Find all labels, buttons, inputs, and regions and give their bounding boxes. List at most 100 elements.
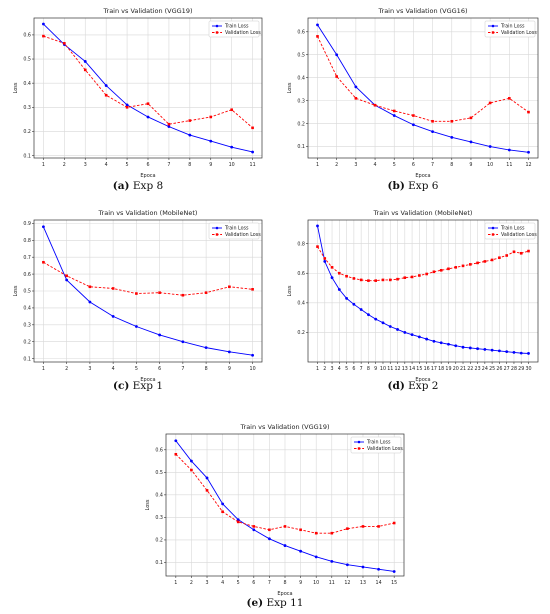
caption-e: (e) Exp 11 bbox=[140, 597, 410, 609]
legend-box bbox=[208, 222, 260, 240]
caption-b: (b) Exp 6 bbox=[282, 180, 544, 192]
train-loss-point bbox=[88, 300, 92, 304]
train-loss-point bbox=[209, 139, 213, 143]
validation-loss-point bbox=[204, 291, 208, 294]
validation-loss-point bbox=[498, 256, 501, 260]
y-axis-label: Loss bbox=[287, 285, 293, 296]
train-loss-point bbox=[527, 352, 530, 355]
caption-d: (d) Exp 2 bbox=[282, 380, 544, 392]
validation-loss-point bbox=[188, 119, 192, 122]
y-tick-label: 0.5 bbox=[23, 289, 31, 295]
validation-loss-point bbox=[361, 525, 365, 528]
validation-loss-point bbox=[221, 510, 224, 514]
train-loss-point bbox=[314, 555, 318, 559]
train-loss-point bbox=[65, 278, 69, 282]
chart-title: Train vs Validation (VGG19) bbox=[240, 423, 330, 431]
y-tick-label: 0.3 bbox=[155, 515, 163, 521]
validation-loss-point bbox=[63, 42, 66, 45]
train-loss-point bbox=[396, 328, 399, 331]
chart-panel-c: Train vs Validation (MobileNet) 1 2 3 4 5 6 7 8 9… bbox=[8, 206, 268, 384]
train-loss-point bbox=[134, 325, 138, 328]
x-tick-label: 7 bbox=[268, 580, 271, 586]
x-tick-label: 8 bbox=[205, 366, 208, 372]
loss-chart: Train vs Validation (VGG19)1 2 3 4 5 6 7 8 9 10 11… bbox=[145, 423, 405, 597]
x-tick-label: 10 bbox=[380, 366, 386, 372]
chart-title: Train vs Validation (MobileNet) bbox=[373, 209, 473, 217]
x-tick-label: 4 bbox=[112, 366, 115, 372]
y-axis-label: Loss bbox=[287, 82, 293, 93]
caption-text: Exp 1 bbox=[132, 380, 163, 392]
train-loss-point bbox=[345, 563, 349, 567]
x-tick-label: 7 bbox=[181, 366, 184, 372]
legend-train-marker bbox=[215, 226, 219, 230]
validation-loss-point bbox=[519, 251, 523, 255]
y-tick-label: 0.6 bbox=[297, 271, 305, 277]
loss-chart: Train vs Validation (VGG19)1 2 3 4 5 6 7 8 9 10 11… bbox=[13, 7, 263, 179]
x-tick-label: 25 bbox=[489, 366, 495, 372]
x-tick-label: 12 bbox=[344, 580, 350, 586]
caption-text: Exp 2 bbox=[408, 380, 439, 392]
validation-loss-point bbox=[505, 254, 508, 257]
x-tick-label: 24 bbox=[482, 366, 488, 372]
validation-loss-point bbox=[412, 114, 415, 117]
validation-loss-point bbox=[476, 261, 479, 265]
y-tick-label: 0.5 bbox=[155, 470, 163, 476]
train-loss-point bbox=[188, 133, 192, 137]
y-tick-label: 0.1 bbox=[23, 153, 31, 159]
validation-loss-point bbox=[316, 245, 319, 248]
train-loss-point bbox=[125, 103, 129, 107]
legend-label: Train Loss bbox=[224, 24, 249, 30]
validation-loss-point bbox=[392, 521, 396, 525]
y-tick-label: 0.8 bbox=[297, 241, 305, 247]
validation-loss-point bbox=[146, 102, 150, 105]
caption-a: (a) Exp 8 bbox=[8, 180, 268, 192]
train-loss-point bbox=[316, 23, 319, 27]
y-tick-label: 0.3 bbox=[297, 98, 305, 104]
validation-loss-point bbox=[346, 527, 349, 530]
train-loss-point bbox=[227, 350, 231, 354]
x-tick-label: 6 bbox=[146, 162, 149, 168]
y-tick-label: 0.6 bbox=[23, 33, 31, 39]
validation-loss-point bbox=[338, 271, 341, 275]
train-loss-point bbox=[299, 549, 302, 553]
validation-loss-point bbox=[450, 119, 454, 123]
validation-loss-point bbox=[373, 103, 377, 107]
x-tick-label: 15 bbox=[391, 580, 397, 586]
validation-loss-point bbox=[432, 270, 436, 274]
validation-loss-point bbox=[367, 279, 370, 282]
y-tick-label: 0.1 bbox=[23, 356, 31, 362]
train-loss-point bbox=[111, 314, 115, 318]
train-loss-point bbox=[497, 349, 501, 353]
chart-title: Train vs Validation (VGG16) bbox=[378, 7, 468, 15]
validation-loss-point bbox=[88, 285, 92, 289]
train-loss-point bbox=[476, 347, 479, 351]
y-tick-label: 0.3 bbox=[23, 105, 31, 111]
y-axis-label: Loss bbox=[13, 82, 19, 93]
validation-loss-point bbox=[190, 468, 193, 472]
caption-text: Exp 6 bbox=[408, 180, 439, 192]
validation-loss-point bbox=[228, 285, 231, 289]
validation-loss-point bbox=[209, 115, 213, 119]
validation-loss-point bbox=[439, 268, 443, 272]
validation-loss-line bbox=[317, 246, 529, 282]
loss-chart: Train vs Validation (VGG16)1 2 3 4 5 6 7 8 9 10 11… bbox=[287, 7, 539, 179]
train-loss-point bbox=[450, 135, 454, 139]
caption-c: (c) Exp 1 bbox=[8, 380, 268, 392]
legend-validation-marker bbox=[357, 447, 361, 450]
train-loss-point bbox=[181, 340, 185, 344]
x-tick-label: 9 bbox=[374, 366, 377, 372]
train-loss-point bbox=[268, 537, 271, 541]
x-tick-label: 9 bbox=[469, 162, 472, 168]
y-tick-label: 0.3 bbox=[23, 323, 31, 329]
validation-loss-point bbox=[251, 126, 254, 130]
validation-loss-point bbox=[111, 287, 115, 290]
train-loss-point bbox=[204, 346, 208, 350]
validation-loss-point bbox=[230, 108, 233, 112]
validation-loss-point bbox=[335, 75, 338, 78]
y-tick-label: 0.4 bbox=[23, 306, 31, 312]
validation-loss-point bbox=[508, 97, 511, 100]
x-tick-label: 14 bbox=[376, 580, 382, 586]
x-tick-label: 17 bbox=[431, 366, 437, 372]
x-tick-label: 18 bbox=[438, 366, 444, 372]
validation-loss-point bbox=[352, 277, 356, 280]
